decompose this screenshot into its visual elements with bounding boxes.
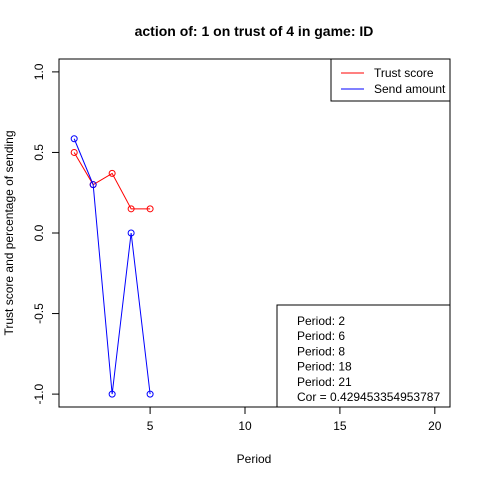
send-amount-point (127, 229, 135, 237)
trust-score-point (70, 148, 78, 156)
period-text: Period: 8 (297, 344, 345, 358)
trust-score-line (73, 152, 151, 210)
x-tick-label: 10 (238, 419, 252, 433)
x-axis-label: Period (237, 452, 272, 466)
y-axis: -1.0 -0.5 0.0 0.5 1.0 (32, 63, 60, 404)
period-text: Period: 6 (297, 329, 345, 343)
y-tick-label: 0.0 (32, 224, 46, 241)
period-text: Period: 18 (297, 360, 352, 374)
y-tick-label: 1.0 (32, 63, 46, 80)
correlation-text: Cor = 0.429453354953787 (297, 390, 440, 404)
y-tick-label: -0.5 (32, 303, 46, 324)
y-tick-label: 0.5 (32, 144, 46, 161)
send-amount-point (70, 135, 78, 143)
annotation-box (276, 304, 451, 408)
period-text: Period: 2 (297, 314, 345, 328)
trust-score-point (127, 205, 135, 213)
x-tick-label: 5 (147, 419, 154, 433)
trust-score-point (146, 205, 154, 213)
legend-label-trust-score: Trust score (374, 66, 434, 80)
chart-title: action of: 1 on trust of 4 in game: ID (135, 23, 374, 39)
trust-score-point (108, 169, 116, 177)
send-amount-point (89, 181, 97, 189)
send-amount-point (108, 390, 116, 398)
x-tick-label: 15 (333, 419, 347, 433)
y-axis-label: Trust score and percentage of sending (2, 130, 16, 335)
legend-box (330, 58, 451, 102)
legend-label-send-amount: Send amount (374, 82, 446, 96)
y-tick-label: -1.0 (32, 383, 46, 404)
legend: Trust score Send amount (330, 58, 451, 102)
send-amount-line (73, 138, 151, 395)
x-axis: 5 10 15 20 (147, 406, 442, 433)
x-tick-label: 20 (428, 419, 442, 433)
period-text: Period: 21 (297, 375, 352, 389)
plot-area (70, 135, 154, 398)
send-amount-point (146, 390, 154, 398)
